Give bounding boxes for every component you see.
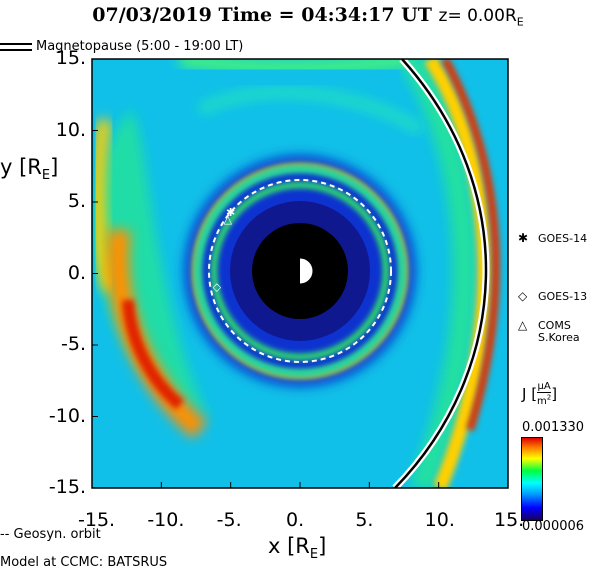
page-title: 07/03/2019 Time = 04:34:17 UT z= 0.00RE — [0, 4, 616, 28]
y-tick-label: 15. — [55, 47, 86, 69]
y-tick-label: -10. — [48, 404, 86, 427]
title-main: 07/03/2019 Time = 04:34:17 UT — [92, 4, 432, 26]
tick-marks — [91, 58, 509, 489]
y-axis-label-text: y [R — [0, 155, 42, 179]
title-z: z= 0.00RE — [438, 6, 524, 29]
x-axis-label-text: x [R — [268, 534, 310, 558]
y-tick-label: -5. — [61, 333, 86, 355]
sat-name: GOES-13 — [538, 290, 588, 303]
title-z-text: z= 0.00R — [438, 6, 517, 26]
magnetopause-line-icon — [0, 42, 32, 51]
geosync-legend: -- Geosyn. orbit — [0, 527, 101, 542]
x-tick-label: 0. — [286, 509, 305, 531]
colorbar-label: J [μA m2] — [522, 382, 557, 407]
x-axis-label-sub: E — [309, 547, 319, 563]
asterisk-icon: ✱ — [518, 231, 529, 245]
x-tick-label: -5. — [216, 509, 242, 531]
sat-legend-coms: △ COMS S.Korea — [518, 319, 580, 344]
magnetopause-legend-label: Magnetopause (5:00 - 19:00 LT) — [36, 39, 244, 54]
magnetopause-legend: Magnetopause (5:00 - 19:00 LT) — [0, 39, 243, 54]
colorbar-unit-den-exp: 2 — [546, 394, 552, 402]
goes13-marker: ◇ — [213, 280, 222, 293]
sat-legend-goes14: ✱ GOES-14 — [518, 232, 587, 245]
geosync-orbit — [208, 179, 392, 363]
x-tick-label: 15. — [494, 509, 525, 531]
title-z-sub: E — [516, 15, 524, 29]
y-tick-label: 0. — [67, 261, 86, 284]
colorbar — [521, 437, 543, 521]
coms-marker: △ — [224, 213, 233, 226]
x-tick-label: -10. — [147, 509, 185, 531]
sat-name: COMS — [538, 319, 571, 332]
diamond-icon: ◇ — [518, 289, 528, 303]
y-tick-label: 5. — [67, 190, 86, 212]
colorbar-label-text: J [ — [522, 385, 538, 404]
y-axis-label-sub: E — [41, 168, 51, 184]
triangle-icon: △ — [518, 318, 528, 332]
colorbar-unit-num: μA — [537, 381, 552, 393]
y-tick-label: 10. — [55, 118, 86, 141]
x-tick-label: 5. — [355, 509, 374, 531]
sat-name-line2: S.Korea — [538, 331, 580, 344]
x-tick-label: 10. — [424, 509, 455, 531]
x-tick-label: -15. — [78, 509, 116, 531]
colorbar-label-close: ] — [551, 385, 558, 404]
y-tick-label: -15. — [48, 476, 86, 498]
colorbar-unit-den-base: m — [537, 396, 547, 408]
colorbar-min: 0.000006 — [522, 519, 585, 534]
sat-name: GOES-14 — [538, 232, 588, 245]
goes14-marker: ✱ — [226, 206, 235, 219]
x-axis-label: x [RE] — [268, 534, 327, 563]
model-label: Model at CCMC: BATSRUS — [0, 555, 168, 570]
y-axis-label: y [RE] — [0, 155, 59, 184]
sat-legend-goes13: ◇ GOES-13 — [518, 290, 587, 303]
colorbar-max: 0.001330 — [522, 420, 585, 435]
earth-icon — [286, 257, 314, 285]
colorbar-unit-den: m2 — [537, 394, 552, 408]
